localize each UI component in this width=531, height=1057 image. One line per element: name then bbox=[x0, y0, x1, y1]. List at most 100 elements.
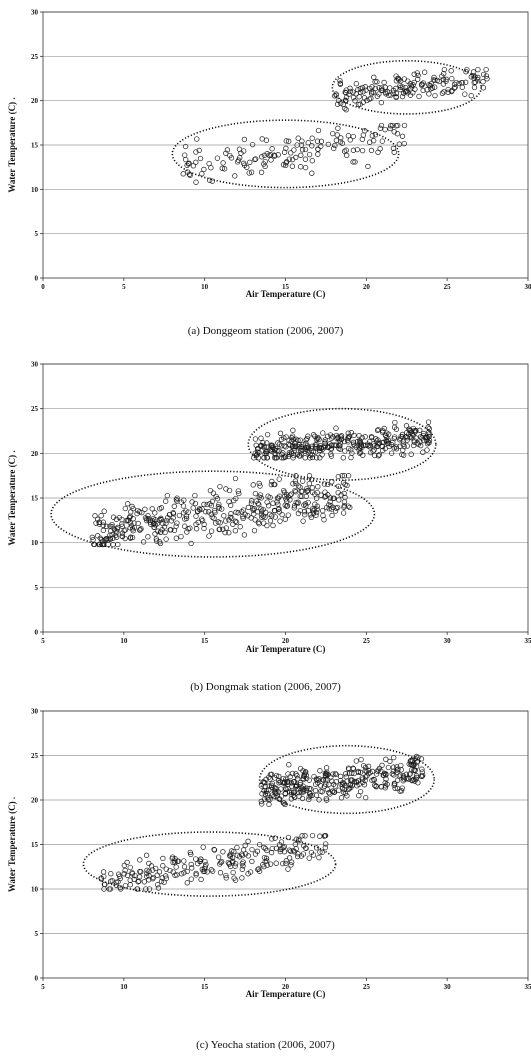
scatter-points bbox=[180, 66, 490, 185]
data-point bbox=[383, 756, 389, 762]
data-point bbox=[261, 863, 267, 870]
data-point bbox=[236, 490, 242, 497]
data-point bbox=[301, 789, 307, 795]
data-point bbox=[289, 770, 296, 777]
data-point bbox=[195, 860, 201, 867]
data-point bbox=[341, 503, 348, 509]
data-point bbox=[212, 520, 219, 526]
data-point bbox=[201, 501, 207, 508]
data-point bbox=[109, 531, 115, 538]
data-point bbox=[307, 455, 313, 461]
data-point bbox=[245, 871, 251, 877]
data-point bbox=[354, 438, 361, 445]
data-point bbox=[204, 869, 210, 875]
y-tick-label: 25 bbox=[31, 53, 39, 61]
data-point bbox=[242, 851, 249, 857]
data-point bbox=[127, 535, 134, 541]
data-point bbox=[462, 91, 468, 97]
data-point bbox=[281, 149, 288, 155]
data-point bbox=[163, 875, 170, 881]
data-point bbox=[275, 506, 282, 513]
data-point bbox=[375, 767, 382, 773]
data-point bbox=[312, 787, 319, 794]
data-point bbox=[314, 495, 320, 501]
y-tick-label: 15 bbox=[31, 142, 39, 150]
data-point bbox=[316, 797, 322, 803]
data-point bbox=[268, 443, 275, 449]
data-point bbox=[229, 515, 235, 521]
data-point bbox=[187, 172, 193, 178]
cluster-ellipse-1 bbox=[82, 831, 337, 897]
data-point bbox=[405, 775, 411, 781]
y-tick-label: 10 bbox=[31, 186, 39, 194]
data-point bbox=[193, 149, 199, 155]
data-point bbox=[285, 866, 291, 872]
data-point bbox=[283, 145, 289, 151]
data-point bbox=[318, 492, 324, 498]
data-point bbox=[399, 133, 406, 139]
data-point bbox=[269, 845, 275, 852]
data-point bbox=[409, 84, 415, 90]
data-point bbox=[280, 455, 287, 461]
data-point bbox=[181, 858, 187, 864]
data-point bbox=[389, 122, 396, 129]
data-point bbox=[383, 771, 389, 777]
data-point bbox=[379, 762, 385, 768]
data-point bbox=[248, 169, 255, 175]
data-point bbox=[315, 127, 322, 134]
data-point bbox=[434, 77, 440, 84]
data-point bbox=[180, 171, 186, 177]
data-point bbox=[336, 787, 342, 793]
data-point bbox=[400, 773, 406, 779]
data-point bbox=[483, 73, 490, 79]
data-point bbox=[407, 434, 413, 440]
data-point bbox=[312, 442, 318, 448]
data-point bbox=[258, 495, 264, 501]
data-point bbox=[398, 433, 404, 440]
data-point bbox=[339, 473, 345, 479]
data-point bbox=[322, 437, 328, 443]
data-point bbox=[261, 844, 267, 851]
data-point bbox=[101, 886, 107, 892]
data-point bbox=[255, 866, 261, 873]
data-point bbox=[387, 758, 393, 765]
data-point bbox=[140, 539, 147, 545]
x-tick-label: 10 bbox=[120, 983, 128, 991]
data-point bbox=[298, 788, 304, 794]
data-point bbox=[401, 452, 407, 458]
data-point bbox=[354, 146, 360, 153]
data-point bbox=[325, 141, 331, 148]
data-point bbox=[138, 526, 144, 532]
data-point bbox=[359, 774, 365, 781]
data-point bbox=[198, 876, 204, 883]
data-point bbox=[108, 528, 114, 534]
data-point bbox=[263, 137, 270, 143]
data-point bbox=[234, 844, 240, 851]
data-point bbox=[384, 434, 390, 441]
data-point bbox=[224, 147, 231, 153]
data-point bbox=[319, 452, 325, 458]
data-point bbox=[375, 426, 381, 433]
data-point bbox=[371, 777, 377, 783]
data-point bbox=[311, 506, 318, 513]
data-point bbox=[240, 507, 247, 513]
data-point bbox=[369, 133, 375, 139]
data-point bbox=[333, 771, 339, 778]
data-point bbox=[443, 76, 449, 82]
caption-yeocha: (c) Yeocha station (2006, 2007) bbox=[196, 1039, 335, 1051]
data-point bbox=[293, 436, 299, 442]
data-point bbox=[292, 440, 298, 446]
data-point bbox=[150, 876, 156, 882]
data-point bbox=[305, 140, 311, 146]
data-point bbox=[119, 530, 126, 536]
y-tick-label: 20 bbox=[31, 797, 39, 805]
data-point bbox=[201, 521, 207, 528]
data-point bbox=[350, 89, 356, 95]
data-point bbox=[347, 137, 353, 143]
data-point bbox=[391, 129, 397, 135]
data-point bbox=[302, 146, 309, 153]
data-point bbox=[470, 69, 477, 75]
data-point bbox=[346, 91, 352, 97]
caption-dongmak: (b) Dongmak station (2006, 2007) bbox=[190, 681, 341, 693]
y-tick-label: 30 bbox=[31, 708, 39, 716]
